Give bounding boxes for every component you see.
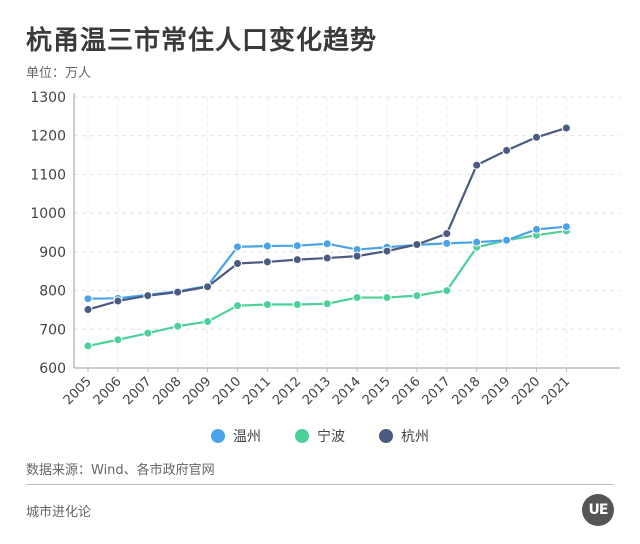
y-tick-label: 1000 <box>30 206 66 222</box>
y-tick-label: 700 <box>39 322 66 338</box>
data-point[interactable] <box>532 224 541 234</box>
data-point[interactable] <box>502 235 512 245</box>
x-tick-label: 2019 <box>479 374 513 408</box>
data-point[interactable] <box>262 300 272 310</box>
data-point[interactable] <box>382 246 392 256</box>
unit-label: 单位：万人 <box>26 66 92 81</box>
data-point[interactable] <box>203 282 213 292</box>
data-point[interactable] <box>322 299 332 309</box>
legend-dot-icon <box>379 429 393 443</box>
x-tick-label: 2014 <box>330 374 364 408</box>
data-point[interactable] <box>442 229 452 239</box>
data-source: 数据来源：Wind、各市政府官网 <box>26 463 215 478</box>
y-tick-label: 1300 <box>30 90 66 106</box>
data-point[interactable] <box>203 317 213 327</box>
data-point[interactable] <box>292 255 302 265</box>
x-tick-label: 2020 <box>509 374 543 408</box>
y-tick-label: 900 <box>39 245 66 261</box>
legend-dot-icon <box>295 429 309 443</box>
data-point[interactable] <box>173 321 183 331</box>
data-point[interactable] <box>83 305 93 315</box>
data-point[interactable] <box>113 296 123 306</box>
data-point[interactable] <box>352 293 362 303</box>
divider <box>26 484 614 485</box>
legend-item-ningbo[interactable]: 宁波 <box>295 426 345 446</box>
data-point[interactable] <box>262 257 272 267</box>
brand-logo-icon: UE <box>582 494 614 526</box>
data-point[interactable] <box>412 240 422 250</box>
series-line <box>87 225 567 300</box>
y-tick-label: 600 <box>39 361 66 377</box>
data-point[interactable] <box>233 258 242 268</box>
line-chart: 600 700 800 900 1000 1100 1200 1300 200520062007… <box>30 90 620 408</box>
x-tick-label: 2018 <box>450 374 484 408</box>
data-point[interactable] <box>561 222 571 232</box>
y-tick-label: 1200 <box>30 129 66 145</box>
data-point[interactable] <box>113 335 123 345</box>
legend: 温州 宁波 杭州 <box>0 426 640 446</box>
data-point[interactable] <box>412 291 422 301</box>
legend-item-hangzhou[interactable]: 杭州 <box>379 426 429 446</box>
data-point[interactable] <box>143 291 153 301</box>
x-tick-label: 2016 <box>390 374 424 408</box>
data-point[interactable] <box>233 301 242 311</box>
x-tick-label: 2015 <box>360 374 394 408</box>
data-point[interactable] <box>292 241 302 251</box>
x-tick-label: 2017 <box>420 374 454 408</box>
brand-name: 城市进化论 <box>26 505 92 520</box>
x-tick-label: 2008 <box>151 374 185 408</box>
data-point[interactable] <box>262 241 272 251</box>
data-point[interactable] <box>442 286 452 296</box>
y-tick-label: 800 <box>39 284 66 300</box>
x-tick-label: 2007 <box>121 374 155 408</box>
data-point[interactable] <box>83 294 93 304</box>
data-point[interactable] <box>352 251 362 261</box>
x-tick-label: 2021 <box>539 374 573 408</box>
x-tick-label: 2005 <box>61 374 95 408</box>
data-point[interactable] <box>382 293 392 303</box>
data-point[interactable] <box>83 341 93 351</box>
x-tick-label: 2009 <box>180 374 214 408</box>
data-point[interactable] <box>532 132 541 142</box>
legend-label: 宁波 <box>317 429 345 445</box>
x-tick-label: 2010 <box>210 374 244 408</box>
data-point[interactable] <box>502 145 512 155</box>
data-point[interactable] <box>442 238 452 248</box>
legend-label: 杭州 <box>401 429 429 445</box>
data-point[interactable] <box>561 123 571 133</box>
data-point[interactable] <box>292 300 302 310</box>
x-tick-label: 2011 <box>240 374 274 408</box>
data-point[interactable] <box>233 242 242 252</box>
data-point[interactable] <box>173 287 183 297</box>
data-point[interactable] <box>472 160 482 170</box>
y-tick-label: 1100 <box>30 167 66 183</box>
legend-dot-icon <box>211 429 225 443</box>
x-tick-label: 2013 <box>300 374 334 408</box>
x-tick-label: 2012 <box>270 374 304 408</box>
chart-title: 杭甬温三市常住人口变化趋势 <box>26 26 378 56</box>
data-point[interactable] <box>472 237 482 247</box>
x-tick-label: 2006 <box>91 374 125 408</box>
data-point[interactable] <box>322 253 332 263</box>
legend-item-wenzhou[interactable]: 温州 <box>211 426 261 446</box>
data-point[interactable] <box>322 239 332 249</box>
legend-label: 温州 <box>233 429 261 445</box>
data-point[interactable] <box>143 328 153 338</box>
